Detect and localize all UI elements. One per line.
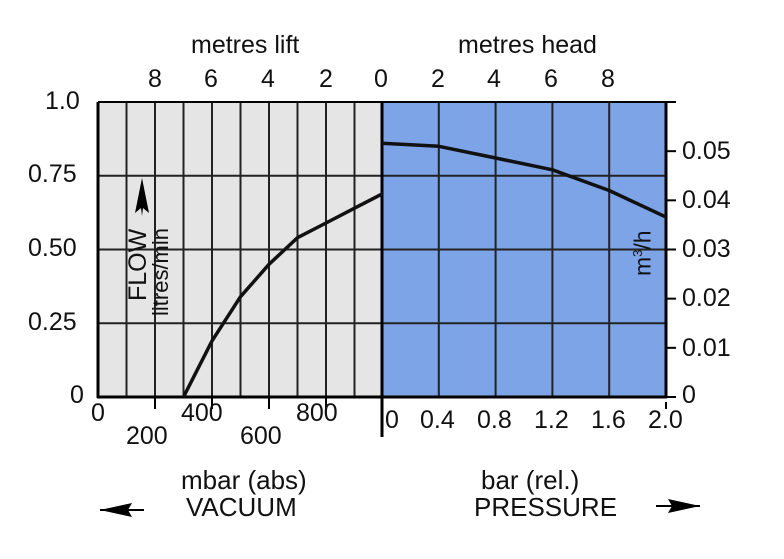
flow-up-arrow-icon: [135, 178, 149, 216]
vacuum-unit-label: mbar (abs): [181, 465, 307, 495]
pressure-unit-label: bar (rel.): [481, 465, 580, 495]
y-left-tick: 0.50: [28, 234, 77, 262]
right-unit-label: m3/h: [629, 230, 656, 276]
x-vacuum-tick: 200: [126, 422, 168, 450]
y-left-tick: 1.0: [45, 87, 80, 115]
x-vacuum-tick: 800: [296, 399, 338, 427]
top-right-tick: 2: [431, 65, 445, 93]
top-left-tick: 2: [319, 65, 333, 93]
y-left-tick: 0.75: [28, 160, 77, 188]
top-right-tick: 4: [487, 65, 501, 93]
x-pressure-tick: 0.4: [420, 406, 455, 434]
y-left-tick: 0: [70, 381, 84, 409]
y-right-tick: 0.05: [682, 137, 731, 165]
vacuum-flow-curve: [181, 191, 384, 398]
vacuum-left-arrow-icon: [100, 503, 144, 517]
unit-tail: /h: [629, 230, 656, 250]
vacuum-label: VACUUM: [186, 492, 297, 522]
top-left-tick: 0: [374, 65, 388, 93]
x-vacuum-tick: 600: [240, 422, 282, 450]
unit-base: m: [629, 256, 656, 276]
unit-superscript: 3: [630, 249, 645, 257]
flow-unit-label: litres/min: [148, 227, 173, 316]
pressure-right-arrow-icon: [656, 499, 700, 513]
x-pressure-tick: 1.6: [591, 406, 626, 434]
top-left-tick: 4: [261, 65, 275, 93]
y-right-tick: 0.04: [682, 186, 731, 214]
y-right-tick: 0.01: [682, 334, 731, 362]
x-vacuum-tick: 400: [181, 399, 223, 427]
y-right-tick: 0: [682, 381, 696, 409]
pressure-flow-curve: [381, 141, 667, 219]
pressure-label: PRESSURE: [474, 492, 618, 522]
top-right-tick: 6: [544, 65, 558, 93]
x-pressure-tick: 1.2: [534, 406, 569, 434]
y-right-tick: 0.02: [682, 284, 731, 312]
top-left-tick: 6: [204, 65, 218, 93]
x-pressure-tick: 0.8: [477, 406, 512, 434]
x-pressure-tick: 2.0: [648, 406, 683, 434]
axis-ticks: [154, 150, 676, 409]
y-right-tick: 0.03: [682, 235, 731, 263]
top-left-axis-title: metres lift: [191, 31, 300, 59]
top-right-tick: 8: [601, 65, 615, 93]
top-left-tick: 8: [148, 65, 162, 93]
top-right-axis-title: metres head: [458, 31, 597, 59]
y-left-tick: 0.25: [28, 308, 77, 336]
x-vacuum-tick: 0: [91, 399, 105, 427]
x-pressure-tick: 0: [385, 406, 399, 434]
